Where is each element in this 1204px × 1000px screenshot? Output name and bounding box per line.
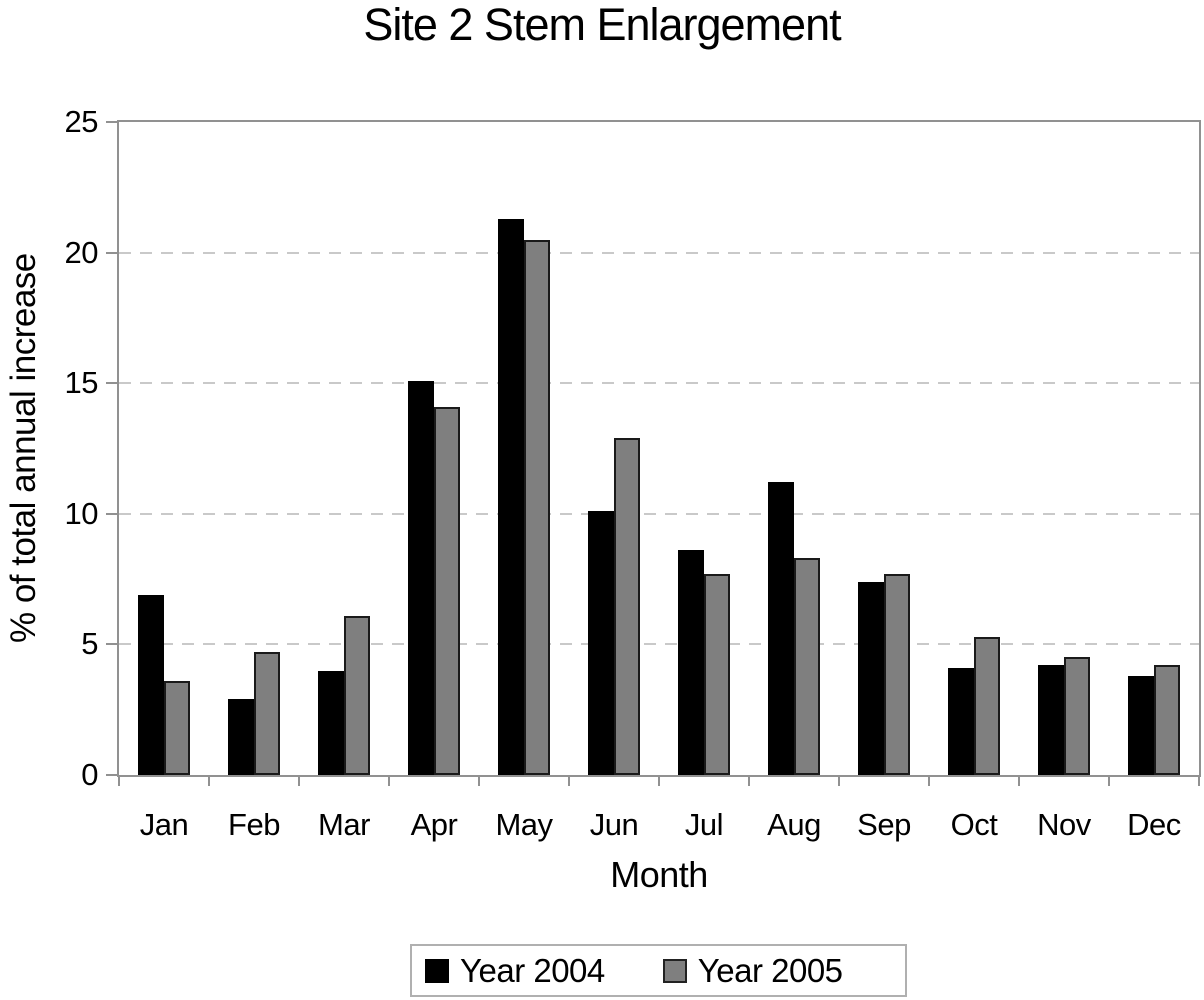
x-tick-label-jun: Jun [589,807,639,842]
x-tick-label-jan: Jan [139,807,189,842]
month-group-jan [119,122,209,775]
month-group-mar [299,122,389,775]
bar-dec-year-2005 [1154,665,1180,775]
bar-jun-year-2005 [614,438,640,775]
bar-dec-year-2004 [1128,675,1154,775]
x-tick-label-apr: Apr [410,807,458,842]
month-group-sep [839,122,929,775]
bar-sep-year-2005 [884,573,910,775]
month-group-oct [929,122,1019,775]
bar-aug-year-2005 [794,558,820,775]
x-tick-mark-12 [1198,777,1200,786]
legend-label-year-2004: Year 2004 [460,951,605,989]
y-tick-mark-5 [106,643,118,646]
x-tick-label-sep: Sep [857,807,911,842]
legend-swatch-year-2005 [662,958,687,983]
month-group-may [479,122,569,775]
y-tick-label-25: 25 [64,104,99,139]
x-tick-mark-0 [118,777,120,786]
month-group-aug [749,122,839,775]
gridline-10 [119,512,1199,515]
month-group-jul [659,122,749,775]
y-tick-mark-0 [106,774,118,776]
bar-apr-year-2004 [408,380,434,775]
x-tick-mark-6 [658,777,660,786]
x-tick-label-nov: Nov [1037,807,1091,842]
legend-item-year-2005: Year 2005 [662,951,843,990]
bar-jul-year-2005 [704,573,730,775]
month-group-feb [209,122,299,775]
bar-sep-year-2004 [858,581,884,775]
y-tick-label-20: 20 [64,234,99,270]
x-tick-label-oct: Oct [950,807,998,842]
bar-nov-year-2004 [1038,665,1064,775]
bar-jan-year-2004 [138,594,164,775]
bar-feb-year-2005 [254,652,280,775]
legend-label-year-2005: Year 2005 [697,951,843,989]
bar-may-year-2004 [498,218,524,775]
y-tick-label-5: 5 [81,626,98,662]
y-tick-label-10: 10 [64,495,99,531]
bar-jul-year-2004 [678,550,704,775]
gridline-15 [119,382,1199,385]
x-tick-mark-3 [388,777,390,786]
plot-frame [117,120,1201,777]
x-tick-label-dec: Dec [1127,807,1181,842]
bar-mar-year-2005 [344,615,370,775]
bar-nov-year-2005 [1064,657,1090,775]
x-tick-mark-7 [748,777,750,786]
legend-swatch-year-2004 [425,958,449,983]
x-tick-mark-11 [1108,777,1110,786]
x-tick-label-may: May [495,807,553,842]
x-tick-label-feb: Feb [228,807,280,842]
x-tick-label-mar: Mar [318,807,370,842]
x-axis-title: Month [610,854,708,895]
x-tick-label-jul: Jul [684,807,724,842]
x-tick-mark-9 [928,777,930,786]
y-tick-mark-20 [106,251,118,254]
chart-title: Site 2 Stem Enlargement [363,0,841,50]
bar-feb-year-2004 [228,699,254,775]
y-tick-mark-25 [106,121,118,123]
month-group-apr [389,122,479,775]
bar-aug-year-2004 [768,482,794,775]
month-group-dec [1109,122,1199,775]
bar-mar-year-2004 [318,670,344,775]
bar-may-year-2005 [524,239,550,775]
bar-apr-year-2005 [434,406,460,775]
bar-jan-year-2005 [164,680,190,775]
x-tick-mark-4 [478,777,480,786]
bar-oct-year-2004 [948,667,974,775]
gridline-20 [119,251,1199,254]
x-tick-mark-1 [208,777,210,786]
month-group-jun [569,122,659,775]
bar-jun-year-2004 [588,511,614,775]
y-axis-title: % of total annual increase [4,253,43,644]
legend: Year 2004 Year 2005 [410,944,907,997]
bar-oct-year-2005 [974,636,1000,775]
x-tick-mark-10 [1018,777,1020,786]
y-tick-mark-10 [106,512,118,515]
y-tick-label-0: 0 [81,757,98,792]
y-tick-label-15: 15 [64,365,99,401]
plot-area [119,122,1199,775]
legend-item-year-2004: Year 2004 [425,952,605,990]
x-tick-label-aug: Aug [767,807,821,842]
y-tick-mark-15 [106,382,118,385]
month-group-nov [1019,122,1109,775]
x-tick-mark-5 [568,777,570,786]
x-tick-mark-8 [838,777,840,786]
x-tick-mark-2 [298,777,300,786]
gridline-5 [119,643,1199,646]
